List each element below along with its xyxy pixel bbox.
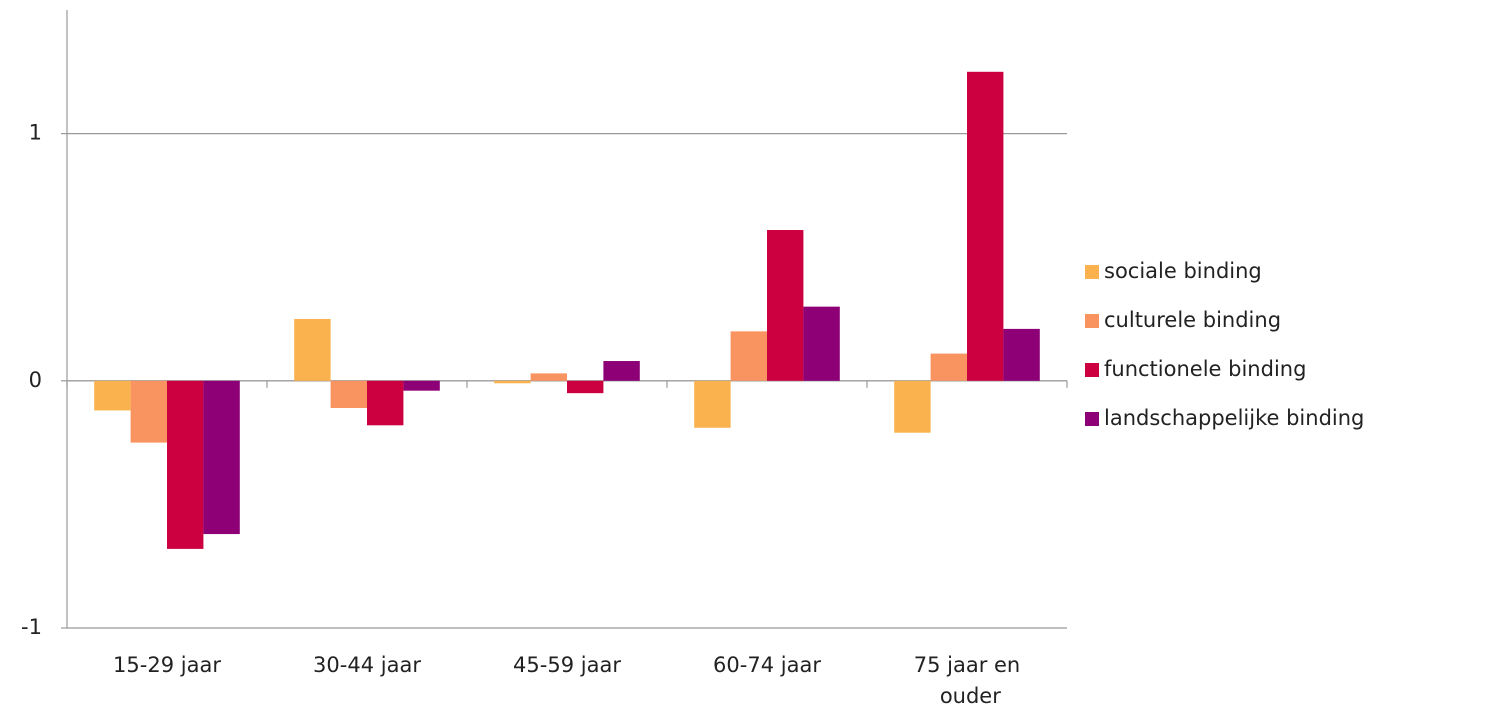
legend-swatch	[1085, 314, 1099, 328]
bar	[203, 380, 240, 535]
bar	[530, 373, 567, 381]
bar	[130, 380, 167, 443]
legend-swatch	[1085, 265, 1099, 279]
bar	[967, 71, 1004, 381]
bar	[1003, 328, 1040, 381]
x-tick-label: 45-59 jaar	[513, 653, 621, 677]
bar	[403, 380, 440, 391]
y-tick-label: -1	[21, 615, 42, 639]
legend-swatch	[1085, 363, 1099, 377]
x-tick-label: 30-44 jaar	[313, 653, 421, 677]
bar	[94, 380, 131, 411]
x-tick-label: 75 jaar en ouder	[914, 653, 1021, 708]
bar	[730, 331, 767, 381]
y-tick-label: 1	[29, 121, 42, 145]
bar	[603, 361, 640, 381]
bar	[930, 353, 967, 381]
legend-label: sociale binding	[1104, 259, 1262, 283]
y-tick-label: 0	[29, 368, 42, 392]
bar	[330, 380, 367, 408]
bar	[694, 380, 731, 428]
legend-label: functionele binding	[1104, 357, 1306, 381]
bar	[167, 380, 204, 549]
legend-label: culturele binding	[1104, 308, 1281, 332]
x-tick-label: 15-29 jaar	[113, 653, 221, 677]
bar	[367, 380, 404, 426]
bar	[494, 380, 531, 384]
bar	[294, 319, 331, 381]
legend-label: landschappelijke binding	[1104, 406, 1364, 430]
bar	[803, 306, 840, 381]
x-tick-label: 60-74 jaar	[713, 653, 821, 677]
legend-swatch	[1085, 412, 1099, 426]
bar	[894, 380, 931, 433]
bar	[567, 380, 604, 394]
bar	[767, 230, 804, 381]
